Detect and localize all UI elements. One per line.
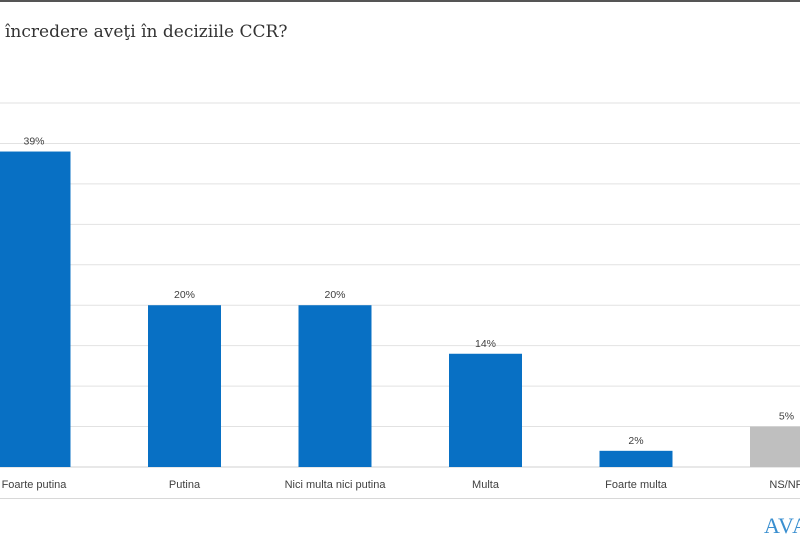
data-label-0: 39% <box>23 136 44 148</box>
chart-title: încredere aveţi în deciziile CCR? <box>5 22 288 42</box>
category-label-0: Foarte putina <box>2 479 68 491</box>
bar-3 <box>449 353 522 467</box>
top-border <box>0 0 800 2</box>
bar-5 <box>750 426 800 467</box>
avangarde-logo: AVAN <box>764 513 800 538</box>
category-label-4: Foarte multa <box>605 479 668 491</box>
bar-0 <box>0 151 71 468</box>
bar-1 <box>148 305 221 467</box>
data-label-5: 5% <box>779 411 794 423</box>
data-label-4: 2% <box>628 435 643 447</box>
category-label-1: Putina <box>169 479 201 491</box>
data-label-3: 14% <box>475 338 496 350</box>
bottom-divider <box>0 498 800 499</box>
data-label-1: 20% <box>174 289 195 301</box>
data-label-2: 20% <box>324 289 345 301</box>
category-label-5: NS/NR <box>769 479 800 491</box>
category-label-2: Nici multa nici putina <box>285 479 387 491</box>
category-label-3: Multa <box>472 479 500 491</box>
bar-2 <box>298 305 372 467</box>
bar-4 <box>599 450 673 467</box>
